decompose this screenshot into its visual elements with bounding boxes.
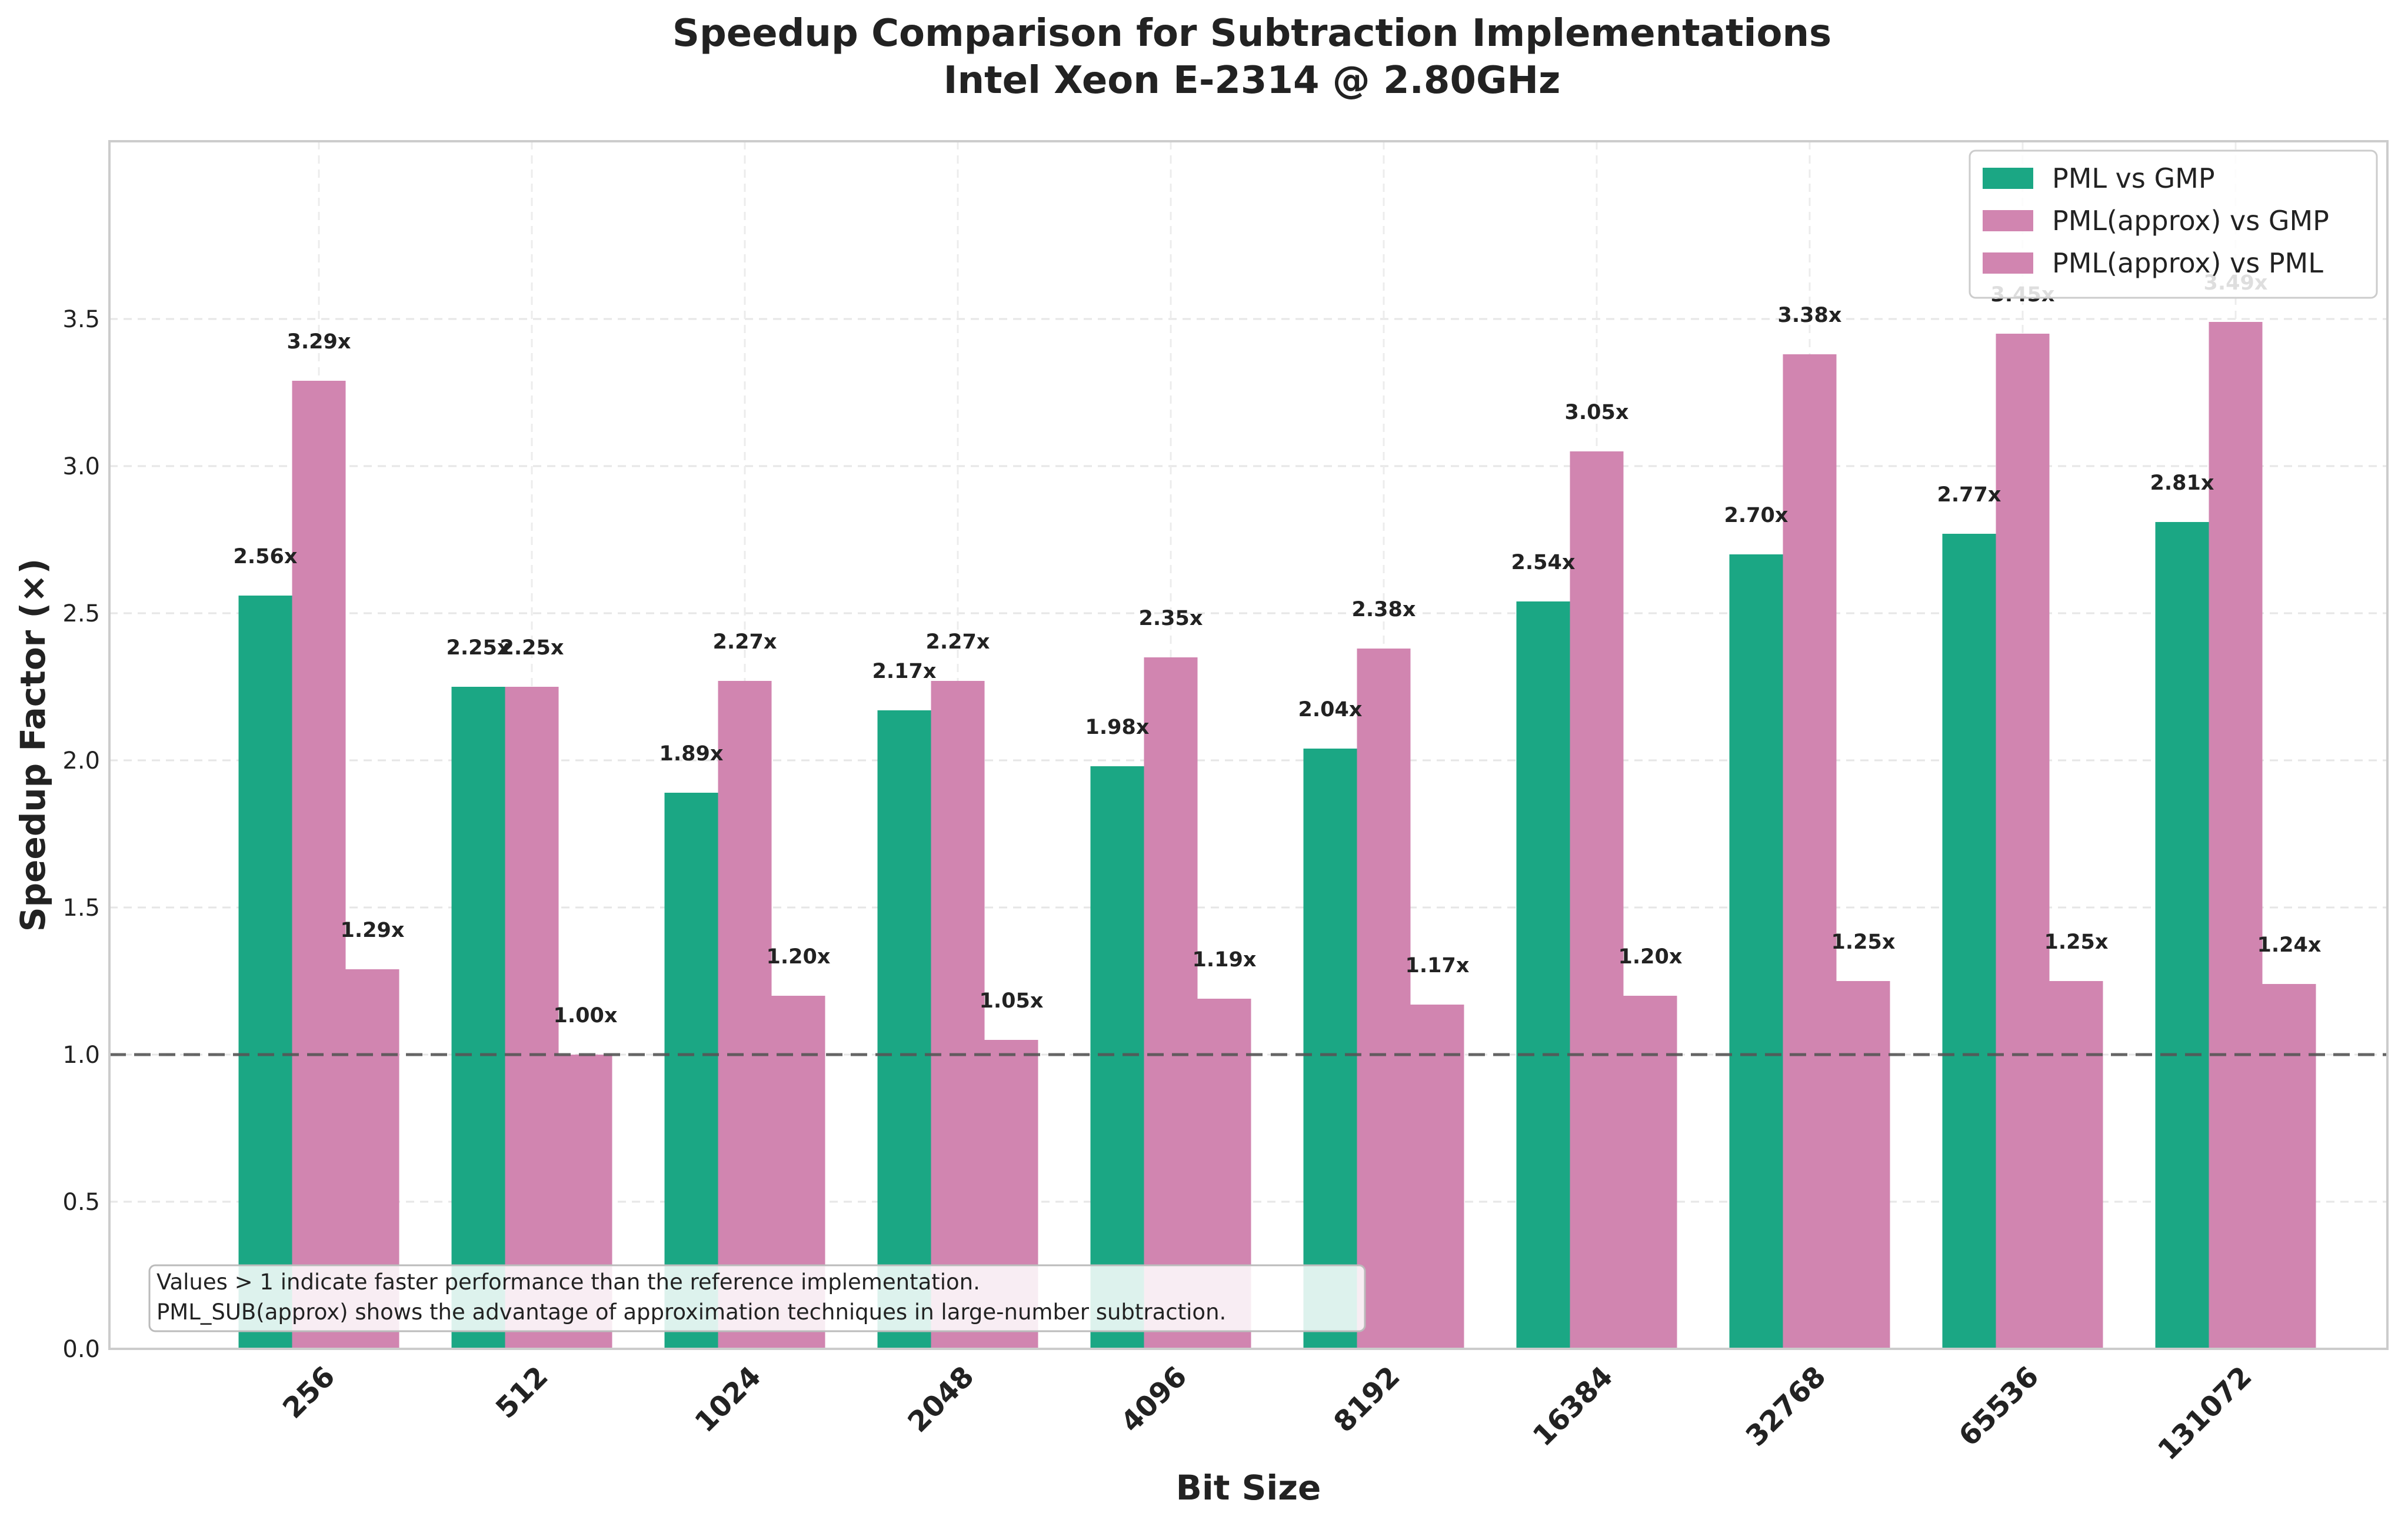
bar-approx-vs-pml [1623,996,1677,1349]
bar-approx-vs-pml [1836,981,1890,1349]
bar-value-label: 3.38x [1778,304,1842,327]
plot-frame [108,140,2389,1350]
chart-subtitle: Intel Xeon E-2314 @ 2.80GHz [944,59,1561,102]
bar-value-label: 1.20x [1618,945,1683,969]
bar-value-label: 2.56x [234,545,298,568]
y-tick-label: 2.0 [62,747,100,774]
bar-pml-vs-gmp [1303,749,1357,1349]
bar-approx-vs-pml [2262,984,2316,1349]
bar-approx-vs-gmp [1144,657,1198,1349]
bar-pml-vs-gmp [1516,601,1570,1349]
bar-value-label: 1.19x [1193,948,1257,972]
y-tick-label: 0.5 [62,1189,100,1216]
y-tick-label: 1.5 [62,895,100,922]
bar-value-label: 3.05x [1565,401,1629,424]
y-tick-label: 1.0 [62,1042,100,1069]
legend-swatch [1983,210,2033,231]
y-ticks-layer: 0.0 0.5 1.0 1.5 2.0 2.5 3.0 3.5 [62,306,100,1363]
bar-value-label: 2.81x [2150,471,2214,495]
y-tick-label: 3.0 [62,453,100,480]
chart-title: Speedup Comparison for Subtraction Imple… [672,12,1831,55]
x-axis-label: Bit Size [1176,1468,1321,1508]
bar-pml-vs-gmp [877,710,931,1349]
bar-pml-vs-gmp [1942,534,1996,1349]
bar-pml-vs-gmp [1090,766,1144,1349]
bar-value-label: 2.27x [713,630,777,654]
bar-pml-vs-gmp [1729,554,1783,1349]
bar-value-label: 2.70x [1724,504,1788,527]
bar-value-label: 2.77x [1937,483,2001,507]
bar-approx-vs-gmp [1996,334,2050,1349]
bar-value-label: 3.29x [287,330,351,354]
legend: PML vs GMP PML(approx) vs GMP PML(approx) … [1969,149,2378,299]
bar-approx-vs-gmp [931,681,985,1349]
bar-value-label: 2.27x [926,630,990,654]
bar-approx-vs-gmp [292,381,346,1349]
legend-label: PML vs GMP [2052,162,2215,194]
bar-value-label: 1.25x [1831,930,1896,954]
bar-value-label: 1.17x [1406,954,1470,978]
bar-approx-vs-gmp [1357,649,1411,1349]
y-tick-label: 0.0 [62,1336,100,1363]
bar-value-label: 1.89x [660,742,724,766]
bar-value-label: 2.25x [500,636,564,660]
bar-value-label: 2.17x [872,660,937,683]
legend-label: PML(approx) vs GMP [2052,205,2329,237]
bar-approx-vs-gmp [1783,354,1837,1349]
bar-approx-vs-pml [1410,1005,1464,1349]
bar-value-label: 1.29x [341,919,405,942]
annotation-note: Values > 1 indicate faster performance t… [148,1264,1366,1332]
annotation-line-1: Values > 1 indicate faster performance t… [156,1269,980,1295]
y-tick-label: 2.5 [62,600,100,627]
y-tick-label: 3.5 [62,306,100,333]
bar-value-label: 1.24x [2257,933,2322,957]
annotation-line-2: PML_SUB(approx) shows the advantage of a… [156,1299,1226,1325]
bar-value-label: 1.00x [554,1004,618,1028]
y-axis-label: Speedup Factor (×) [13,558,53,932]
bar-approx-vs-gmp [505,687,559,1349]
legend-swatch [1983,252,2033,274]
bar-labels-layer: 2.56x 2.25x 1.89x 2.17x 1.98x 2.04x 2.54x 2.70x… [234,271,2322,1028]
bar-pml-vs-gmp [2155,522,2209,1349]
bar-value-label: 2.25x [447,636,511,660]
bar-approx-vs-gmp [2209,322,2263,1349]
bar-value-label: 2.04x [1298,698,1363,722]
bar-value-label: 1.25x [2044,930,2109,954]
legend-box [1969,149,2378,299]
bar-approx-vs-gmp [718,681,772,1349]
bar-approx-vs-pml [2049,981,2103,1349]
bars-layer [238,322,2316,1349]
bar-pml-vs-gmp [451,687,505,1349]
bar-value-label: 1.98x [1085,716,1150,739]
legend-label: PML(approx) vs PML [2052,247,2323,279]
legend-swatch [1983,168,2033,189]
bar-pml-vs-gmp [238,596,292,1349]
bar-value-label: 2.54x [1511,551,1576,574]
bar-approx-vs-gmp [1570,451,1624,1349]
bar-value-label: 2.35x [1139,607,1203,630]
bar-value-label: 1.20x [767,945,831,969]
annotation-box [148,1264,1366,1332]
bar-value-label: 1.05x [980,989,1044,1013]
bar-pml-vs-gmp [664,793,718,1349]
bar-value-label: 2.38x [1352,598,1416,621]
